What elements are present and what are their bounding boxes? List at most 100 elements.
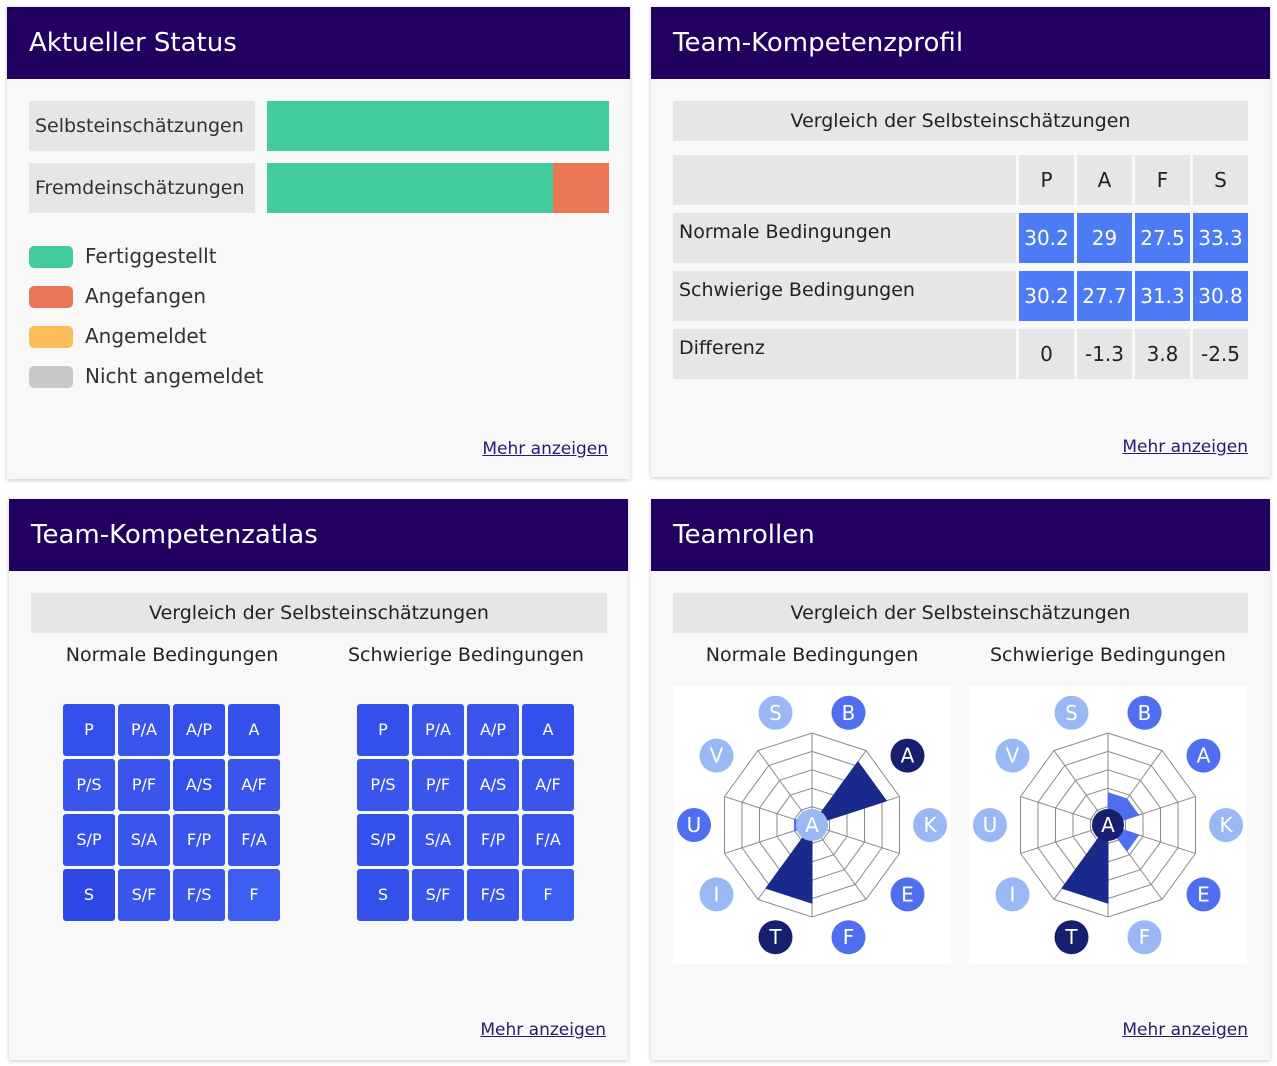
role-badge-label: F	[843, 925, 855, 949]
atlas-cell[interactable]: P/A	[412, 704, 464, 756]
atlas-cell[interactable]: A	[228, 704, 280, 756]
role-badge[interactable]	[1186, 738, 1221, 773]
role-badge[interactable]	[1054, 695, 1089, 730]
role-badge[interactable]	[1186, 877, 1221, 912]
role-badge[interactable]	[995, 877, 1030, 912]
atlas-cell[interactable]: S	[357, 869, 409, 921]
role-badge-label: B	[1138, 701, 1152, 725]
role-badge[interactable]	[1054, 920, 1089, 955]
atlas-cell[interactable]: F/S	[467, 869, 519, 921]
atlas-subtitle: Vergleich der Selbsteinschätzungen	[31, 593, 607, 633]
atlas-cell[interactable]: S	[63, 869, 115, 921]
atlas-cell[interactable]: A	[522, 704, 574, 756]
atlas-cell[interactable]: A/F	[522, 759, 574, 811]
profile-value-cell: 30.2	[1019, 271, 1074, 321]
role-badge-label: F	[1139, 925, 1151, 949]
atlas-cell[interactable]: A/P	[173, 704, 225, 756]
role-badge-label: A	[1197, 744, 1211, 768]
profile-header-empty	[673, 155, 1016, 205]
atlas-cell[interactable]: A/P	[467, 704, 519, 756]
role-badge-label: T	[768, 925, 782, 949]
radar-center-badge	[796, 809, 828, 841]
role-badge[interactable]	[995, 738, 1030, 773]
role-badge[interactable]	[1127, 695, 1162, 730]
atlas-cell[interactable]: A/S	[467, 759, 519, 811]
atlas-cell[interactable]: P/S	[63, 759, 115, 811]
role-badge-label: A	[901, 744, 915, 768]
status-row-label: Fremdeinschätzungen	[29, 163, 255, 213]
more-link[interactable]: Mehr anzeigen	[482, 439, 608, 459]
role-badge[interactable]	[699, 738, 734, 773]
radar-center-label: A	[805, 813, 819, 837]
atlas-cell[interactable]: F/P	[467, 814, 519, 866]
role-badge[interactable]	[677, 808, 711, 842]
atlas-cell[interactable]: P/S	[357, 759, 409, 811]
atlas-card: Team-Kompetenzatlas Vergleich der Selbst…	[9, 499, 628, 1060]
status-row-label: Selbsteinschätzungen	[29, 101, 255, 151]
profile-row-label: Differenz	[673, 329, 1016, 379]
atlas-cell[interactable]: P	[357, 704, 409, 756]
role-badge[interactable]	[831, 920, 866, 955]
profile-value-cell: 30.8	[1193, 271, 1248, 321]
atlas-cell[interactable]: F	[228, 869, 280, 921]
progress-segment-done	[267, 101, 609, 151]
role-badge[interactable]	[699, 877, 734, 912]
status-progress-bar	[267, 163, 609, 213]
role-badge-label: S	[769, 701, 782, 725]
atlas-cell[interactable]: S/F	[412, 869, 464, 921]
role-badge[interactable]	[758, 920, 793, 955]
atlas-cell[interactable]: F	[522, 869, 574, 921]
atlas-cell[interactable]: F/A	[522, 814, 574, 866]
role-badge[interactable]	[831, 695, 866, 730]
role-badge[interactable]	[1127, 920, 1162, 955]
role-badge-label: I	[714, 882, 720, 906]
atlas-cell[interactable]: P/F	[412, 759, 464, 811]
role-badge[interactable]	[890, 877, 925, 912]
atlas-cell[interactable]: P/F	[118, 759, 170, 811]
status-progress-bar	[267, 101, 609, 151]
progress-segment-started	[552, 163, 609, 213]
role-badge[interactable]	[913, 808, 947, 842]
profile-value-cell: 29	[1077, 213, 1132, 263]
atlas-cell[interactable]: F/A	[228, 814, 280, 866]
radar-sector	[1061, 823, 1109, 904]
atlas-cell[interactable]: S/P	[63, 814, 115, 866]
profile-column-header: P	[1019, 155, 1074, 205]
atlas-cell[interactable]: F/S	[173, 869, 225, 921]
role-badge-label: E	[1197, 882, 1210, 906]
role-badge-label: K	[1219, 813, 1233, 837]
atlas-grid-normal: P P/A A/P A P/S P/F A/S A/F S/P S/A F/P F/A S S/F F/S F	[63, 704, 283, 924]
role-badge[interactable]	[973, 808, 1007, 842]
role-badge-label: B	[842, 701, 856, 725]
profile-value-cell: 0	[1019, 329, 1074, 379]
role-badge[interactable]	[890, 738, 925, 773]
role-badge[interactable]	[758, 695, 793, 730]
atlas-cell[interactable]: P/A	[118, 704, 170, 756]
radar-sector	[810, 760, 888, 826]
profile-subtitle: Vergleich der Selbsteinschätzungen	[673, 101, 1248, 141]
atlas-cell[interactable]: F/P	[173, 814, 225, 866]
atlas-cell[interactable]: A/F	[228, 759, 280, 811]
atlas-cell[interactable]: S/A	[118, 814, 170, 866]
role-badge-label: V	[710, 744, 724, 768]
profile-column-header: A	[1077, 155, 1132, 205]
radar-chart-hard: A B A K E F T I U V S	[973, 695, 1243, 955]
radar-center-label: A	[1101, 813, 1115, 837]
role-badge-label: T	[1064, 925, 1078, 949]
more-link[interactable]: Mehr anzeigen	[1122, 1020, 1248, 1040]
atlas-cell[interactable]: S/A	[412, 814, 464, 866]
more-link[interactable]: Mehr anzeigen	[1122, 437, 1248, 457]
legend-label: Fertiggestellt	[85, 244, 217, 268]
atlas-cell[interactable]: S/F	[118, 869, 170, 921]
role-badge-label: V	[1006, 744, 1020, 768]
atlas-cell[interactable]: A/S	[173, 759, 225, 811]
legend-swatch	[29, 246, 73, 268]
profile-value-cell: 30.2	[1019, 213, 1074, 263]
role-badge-label: K	[923, 813, 937, 837]
atlas-cell[interactable]: P	[63, 704, 115, 756]
profile-value-cell: -1.3	[1077, 329, 1132, 379]
role-badge[interactable]	[1209, 808, 1243, 842]
atlas-cell[interactable]: S/P	[357, 814, 409, 866]
atlas-card-title: Team-Kompetenzatlas	[9, 499, 628, 571]
more-link[interactable]: Mehr anzeigen	[480, 1020, 606, 1040]
